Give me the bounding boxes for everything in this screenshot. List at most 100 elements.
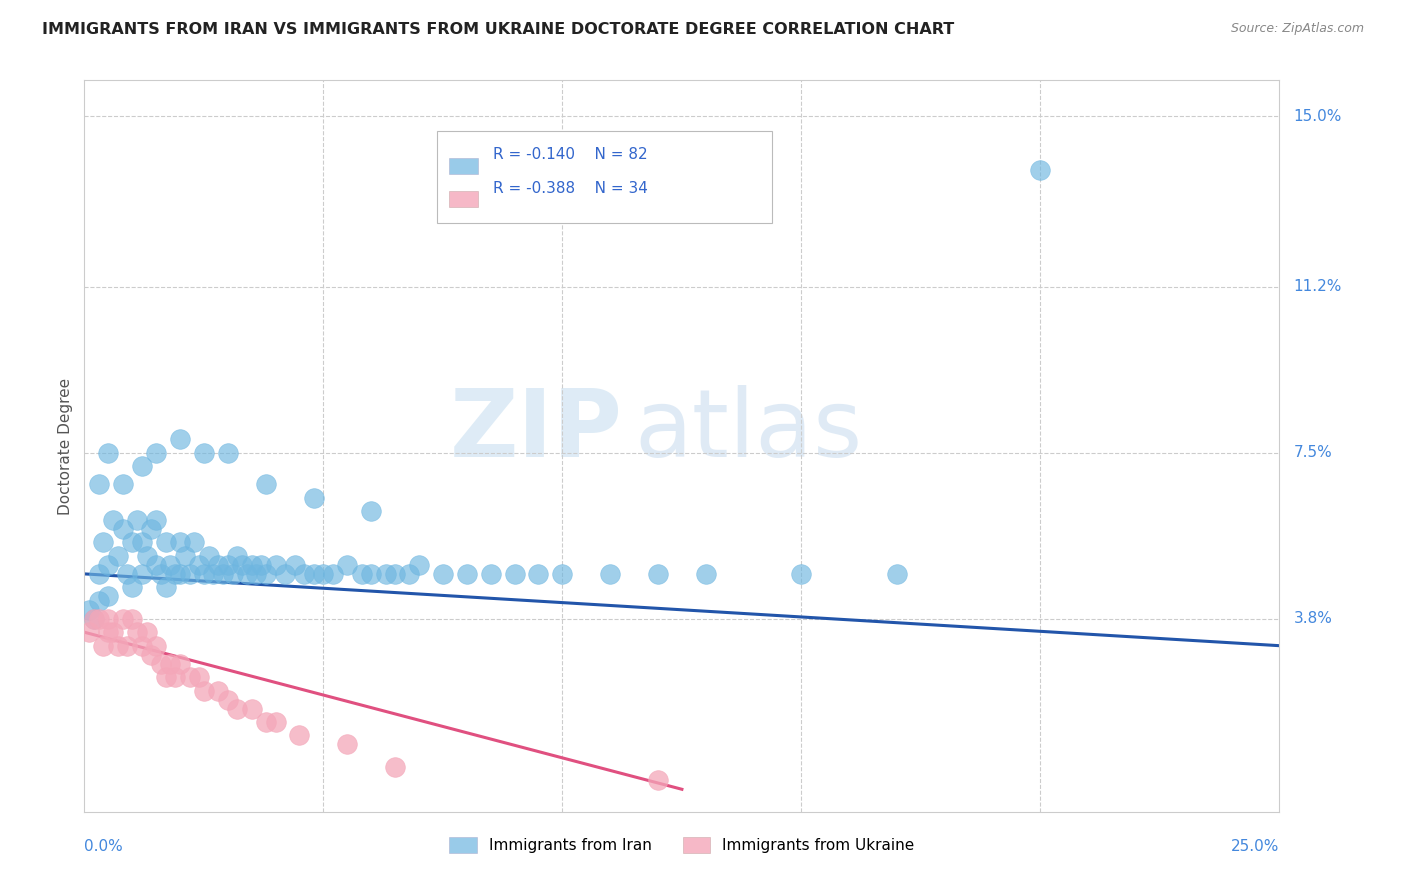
Point [254,566,277,581]
Point [155,535,177,549]
Point [527,566,550,581]
Point [87,594,110,608]
Point [149,657,172,671]
Point [97,590,120,604]
Point [111,477,134,491]
Point [141,648,163,662]
Point [169,566,191,581]
Point [212,566,235,581]
Point [145,513,167,527]
Text: 0.0%: 0.0% [84,838,124,854]
Point [790,566,813,581]
FancyBboxPatch shape [437,131,772,223]
Point [384,566,406,581]
Point [193,683,215,698]
Point [141,522,163,536]
Point [83,612,105,626]
Text: 3.8%: 3.8% [1294,611,1333,626]
Point [135,549,157,563]
Point [350,566,373,581]
Point [131,566,153,581]
Point [131,639,153,653]
Point [695,566,717,581]
Point [121,535,143,549]
Point [131,459,153,474]
Point [155,670,177,684]
Point [188,558,211,572]
FancyBboxPatch shape [449,191,478,207]
Point [125,513,148,527]
Point [292,566,315,581]
Text: 11.2%: 11.2% [1294,279,1343,294]
Point [93,639,115,653]
Point [179,670,201,684]
Point [264,714,287,729]
Point [264,558,287,572]
Point [217,446,239,460]
Point [173,549,195,563]
Point [456,566,478,581]
Point [121,580,143,594]
Point [107,549,129,563]
Point [245,566,267,581]
Point [155,580,177,594]
Point [231,558,253,572]
Text: 15.0%: 15.0% [1294,109,1343,124]
Point [77,603,100,617]
Point [97,625,120,640]
Point [131,535,153,549]
Point [336,558,359,572]
Point [188,670,211,684]
Point [207,683,229,698]
FancyBboxPatch shape [449,158,478,174]
Point [226,549,249,563]
Point [117,566,139,581]
Point [111,612,134,626]
Y-axis label: Doctorate Degree: Doctorate Degree [58,377,73,515]
Point [274,566,297,581]
Point [240,558,263,572]
Legend: Immigrants from Iran, Immigrants from Ukraine: Immigrants from Iran, Immigrants from Uk… [443,830,921,859]
Point [101,513,124,527]
Point [302,491,325,505]
Point [111,522,134,536]
Point [886,566,908,581]
Point [145,558,167,572]
Point [93,535,115,549]
Point [217,558,239,572]
Point [125,625,148,640]
Text: R = -0.140    N = 82: R = -0.140 N = 82 [494,147,648,162]
Point [240,701,263,715]
Point [322,566,344,581]
Point [117,639,139,653]
Point [288,728,311,742]
Point [77,625,100,640]
Text: IMMIGRANTS FROM IRAN VS IMMIGRANTS FROM UKRAINE DOCTORATE DEGREE CORRELATION CHA: IMMIGRANTS FROM IRAN VS IMMIGRANTS FROM … [42,22,955,37]
Point [374,566,396,581]
Point [217,692,239,706]
Point [479,566,502,581]
Point [159,558,181,572]
Point [97,612,120,626]
Point [647,773,669,788]
Point [302,566,325,581]
Point [145,446,167,460]
Point [1029,163,1052,178]
Point [83,612,105,626]
Point [284,558,307,572]
Point [169,657,191,671]
Point [254,714,277,729]
Point [121,612,143,626]
Point [207,558,229,572]
Point [226,701,249,715]
Point [503,566,526,581]
Text: Source: ZipAtlas.com: Source: ZipAtlas.com [1230,22,1364,36]
Point [145,639,167,653]
Point [202,566,225,581]
Point [183,535,205,549]
Point [599,566,621,581]
Point [107,639,129,653]
Point [159,657,181,671]
Point [193,566,215,581]
Point [169,535,191,549]
